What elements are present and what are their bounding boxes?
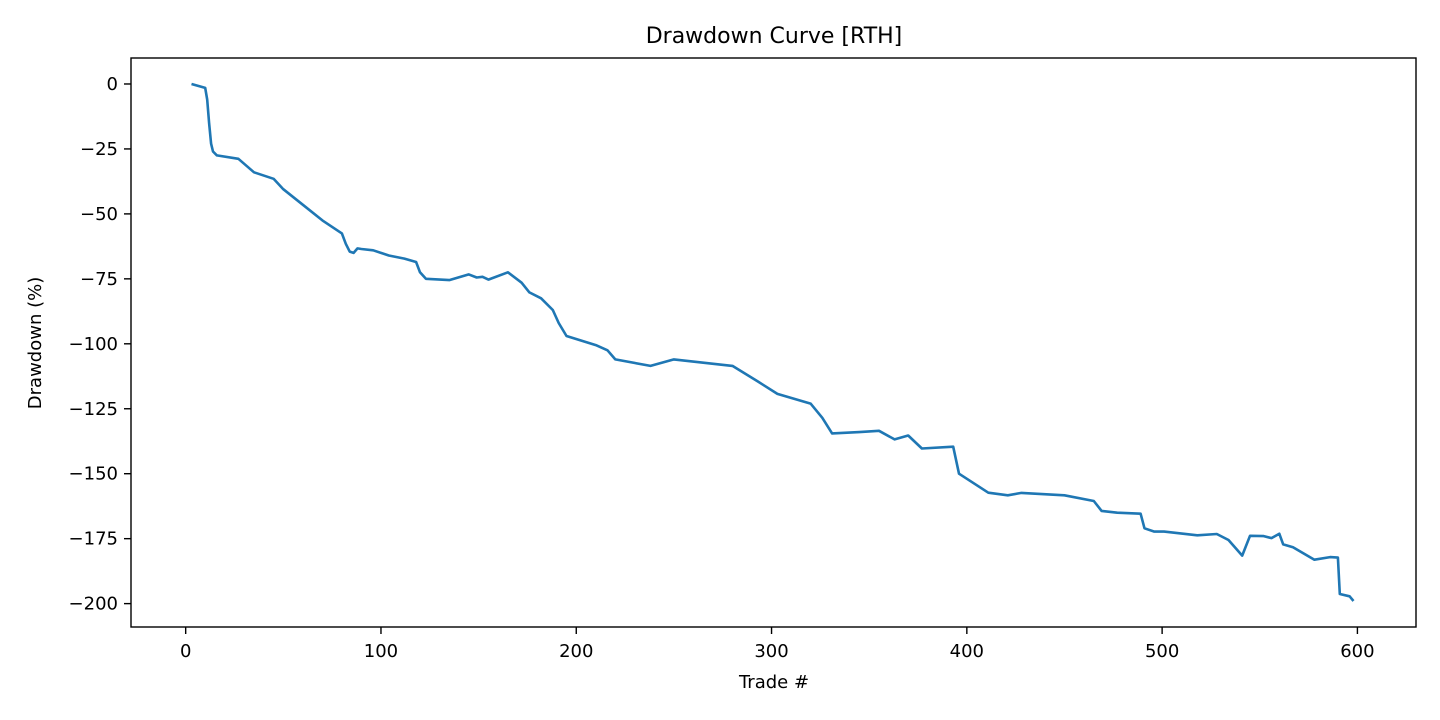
x-tick-label: 400	[950, 641, 984, 662]
x-tick-label: 100	[364, 641, 398, 662]
x-tick-label: 300	[754, 641, 788, 662]
x-axis-title: Trade #	[738, 672, 809, 693]
y-axis: 0 −25 −50 −75 −100 −125 −150 −175 −200	[69, 74, 131, 615]
y-tick-label: 0	[107, 74, 118, 95]
y-tick-label: −75	[80, 269, 118, 290]
x-axis: 0 100 200 300 400 500 600	[180, 627, 1375, 662]
y-axis-title: Drawdown (%)	[25, 277, 46, 409]
drawdown-line	[191, 82, 1355, 602]
y-tick-label: −200	[69, 594, 118, 615]
y-tick-label: −50	[80, 204, 118, 225]
y-tick-label: −25	[80, 139, 118, 160]
plot-frame	[130, 57, 1417, 628]
x-tick-label: 200	[559, 641, 593, 662]
x-tick-label: 500	[1145, 641, 1179, 662]
plot-area	[130, 57, 1417, 628]
x-tick-label: 0	[180, 641, 191, 662]
y-tick-label: −150	[69, 464, 118, 485]
y-tick-label: −100	[69, 334, 118, 355]
chart-title: Drawdown Curve [RTH]	[646, 24, 903, 49]
x-tick-label: 600	[1340, 641, 1374, 662]
y-tick-label: −175	[69, 529, 118, 550]
y-tick-label: −125	[69, 399, 118, 420]
